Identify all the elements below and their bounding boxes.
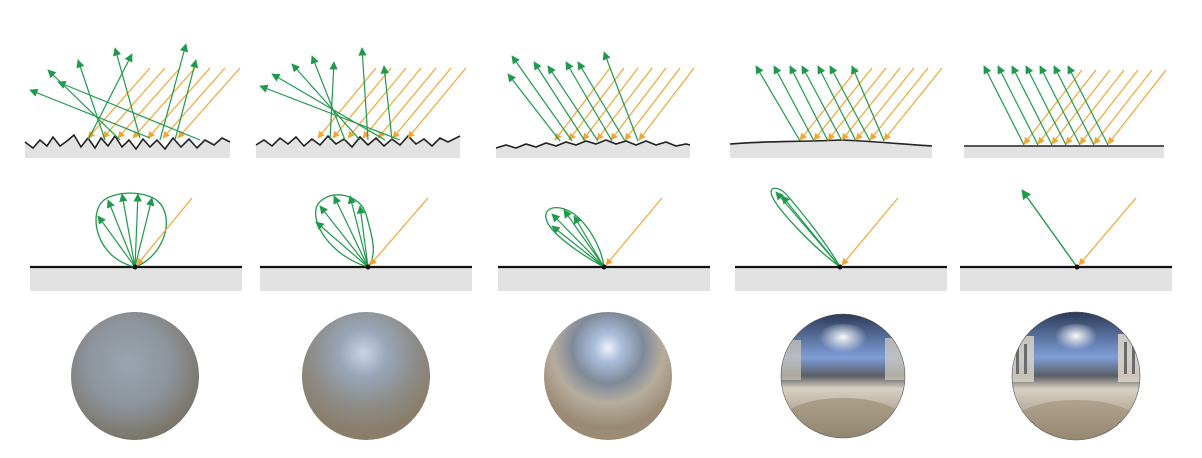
sphere-medium-rough xyxy=(302,312,430,440)
sphere-medium xyxy=(544,312,672,440)
microsurface-mirror xyxy=(964,65,1167,158)
brdf-lobe-smooth xyxy=(735,187,947,291)
brdf-lobe-mirror xyxy=(960,189,1172,291)
sphere-rough xyxy=(71,312,199,440)
microsurface-rough xyxy=(24,43,241,158)
microsurface-medium-rough xyxy=(255,47,467,158)
brdf-lobe-row xyxy=(30,187,1172,291)
brdf-lobe-medium-rough xyxy=(260,194,472,291)
microsurface-row xyxy=(24,43,1167,158)
sphere-mirror-outline xyxy=(1011,311,1141,441)
sphere-row xyxy=(71,311,1141,441)
sphere-smooth-outline xyxy=(780,313,906,439)
microsurface-smooth xyxy=(729,65,943,158)
brdf-lobe-rough xyxy=(30,192,242,291)
brdf-lobe-medium xyxy=(498,197,710,291)
microsurface-medium xyxy=(495,51,695,158)
